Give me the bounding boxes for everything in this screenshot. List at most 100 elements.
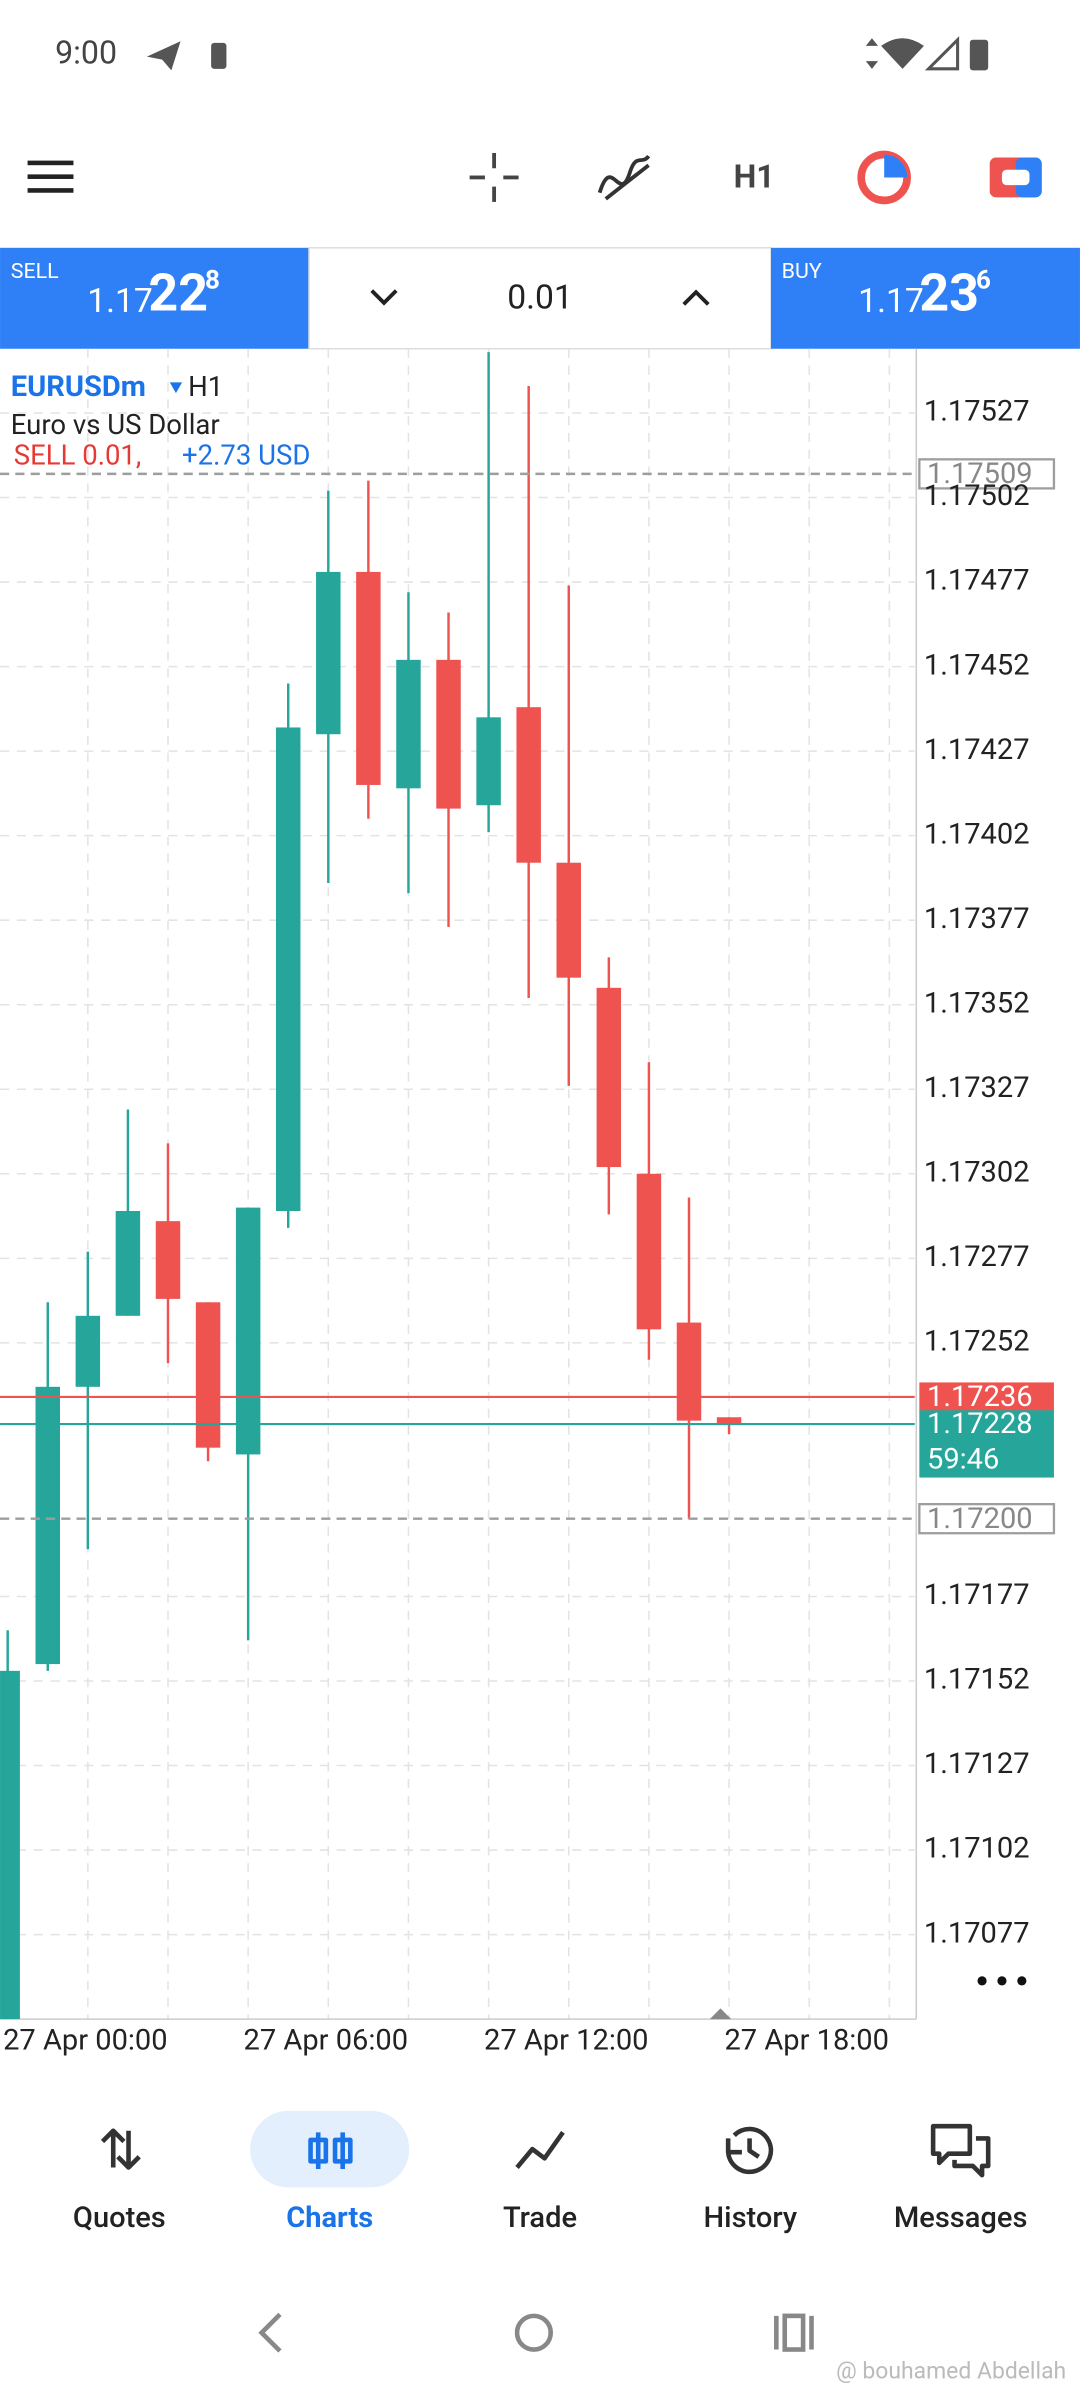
- candle-body: [155, 1221, 181, 1299]
- candle-body: [436, 659, 461, 809]
- indicators-button[interactable]: [597, 154, 651, 201]
- y-tick-label: 1.17152: [924, 1663, 1030, 1697]
- candle-body: [596, 987, 622, 1168]
- telegram-icon: [146, 41, 181, 71]
- crosshair-button[interactable]: [469, 152, 519, 202]
- battery-icon: [969, 39, 989, 71]
- y-tick-label: 1.17402: [924, 817, 1030, 851]
- status-time: 9:00: [55, 34, 117, 72]
- position-info: SELL 0.01,: [14, 439, 142, 472]
- more-button[interactable]: [977, 1976, 1027, 1986]
- volume-value[interactable]: 0.01: [507, 279, 573, 318]
- candle-body: [556, 862, 581, 978]
- system-back[interactable]: [258, 2312, 282, 2353]
- y-tick-label: 1.17427: [924, 733, 1030, 767]
- menu-button[interactable]: [27, 160, 74, 193]
- buy-price-prefix: 1.17: [858, 282, 924, 321]
- data-icon: [865, 38, 879, 69]
- nav-label: Charts: [286, 2201, 373, 2235]
- y-tick-label: 1.17452: [924, 648, 1030, 682]
- sell-button[interactable]: SELL 1.17 22 8: [0, 247, 310, 349]
- nav-item[interactable]: Quotes: [73, 2128, 166, 2235]
- y-tick-label: 1.17127: [924, 1747, 1030, 1781]
- bar-countdown: 59:46: [927, 1442, 999, 1476]
- watermark: @ bouhamed Abdellah: [836, 2358, 1066, 2385]
- y-tick-label: 1.17477: [924, 564, 1030, 598]
- candle-body: [275, 727, 301, 1211]
- signal-icon: [924, 36, 960, 71]
- candle-body: [516, 707, 541, 863]
- nav-label: Trade: [503, 2201, 577, 2235]
- nav-icon: [100, 2128, 141, 2170]
- nav-item[interactable]: Trade: [503, 2130, 577, 2235]
- y-tick-label: 1.17102: [924, 1832, 1030, 1866]
- position-profit: +2.73 USD: [182, 439, 310, 472]
- sell-price-pips: 22: [148, 262, 208, 323]
- y-tick-label: 1.17502: [924, 479, 1030, 513]
- level-label: 1.17509: [927, 457, 1033, 491]
- y-tick-label: 1.17327: [924, 1071, 1030, 1105]
- battery-small-icon: [211, 42, 227, 69]
- candle-body: [0, 1670, 20, 2020]
- candle-body: [35, 1386, 60, 1665]
- buy-button[interactable]: BUY 1.17 23 6: [770, 247, 1080, 349]
- sell-price-fraction: 8: [205, 265, 220, 295]
- system-home[interactable]: [514, 2313, 554, 2352]
- nav-active-pill: [250, 2110, 410, 2188]
- axes: 1.17527 1.17502 1.17477 1.17452 1.17427 1.174…: [3, 395, 1029, 2058]
- nav-label: History: [704, 2201, 798, 2235]
- candle-body: [235, 1207, 261, 1455]
- level-label: 1.17228: [927, 1407, 1033, 1441]
- chart-symbol[interactable]: EURUSDm: [11, 370, 146, 404]
- one-click-button[interactable]: [857, 150, 911, 205]
- nav-item[interactable]: Messages: [894, 2123, 1027, 2235]
- sell-price-prefix: 1.17: [87, 282, 153, 321]
- buy-label: BUY: [782, 259, 822, 284]
- nav-icon: [725, 2126, 774, 2175]
- wifi-icon: [881, 38, 924, 69]
- chart-description: Euro vs US Dollar: [11, 408, 220, 441]
- nav-item[interactable]: History: [704, 2126, 798, 2235]
- nav-icon: [515, 2130, 565, 2169]
- level-label-box: [918, 458, 1056, 490]
- x-tick-label: 27 Apr 18:00: [724, 2024, 889, 2058]
- candle-body: [316, 571, 341, 735]
- candle-body: [356, 571, 381, 785]
- buy-price-pips: 23: [919, 262, 979, 323]
- level-label-box: [919, 1382, 1054, 1412]
- candle-body: [676, 1322, 702, 1421]
- y-tick-label: 1.17177: [924, 1578, 1030, 1612]
- y-tick-label: 1.17252: [924, 1325, 1030, 1359]
- nav-label: Messages: [894, 2201, 1027, 2235]
- candle-body: [115, 1210, 141, 1316]
- volume-up[interactable]: [682, 289, 710, 306]
- current-bar-marker: [709, 2008, 732, 2020]
- y-tick-label: 1.17077: [924, 1916, 1030, 1950]
- chart-timeframe: H1: [188, 370, 223, 403]
- bottom-nav: Quotes Charts Trade History Messages: [73, 2110, 1027, 2235]
- candles: [0, 352, 742, 2020]
- candle-body: [716, 1417, 742, 1425]
- trade-toggle-button[interactable]: [989, 157, 1042, 198]
- level-label: 1.17236: [927, 1380, 1033, 1414]
- y-tick-label: 1.17352: [924, 986, 1030, 1020]
- nav-icon: [930, 2123, 991, 2178]
- candle-body: [636, 1173, 662, 1330]
- system-recents[interactable]: [774, 2313, 814, 2352]
- x-tick-label: 27 Apr 00:00: [3, 2024, 168, 2058]
- timeframe-button[interactable]: H1: [734, 157, 775, 195]
- volume-down[interactable]: [370, 289, 398, 306]
- y-tick-label: 1.17377: [924, 902, 1030, 936]
- candle-body: [396, 659, 421, 789]
- candle-body: [75, 1315, 101, 1387]
- nav-item[interactable]: Charts: [250, 2110, 410, 2235]
- level-label-box: [919, 1410, 1054, 1478]
- sell-label: SELL: [11, 259, 59, 284]
- symbol-dropdown[interactable]: [169, 382, 183, 394]
- candle-body: [195, 1302, 221, 1448]
- y-tick-label: 1.17302: [924, 1155, 1030, 1189]
- candle-body: [476, 717, 501, 806]
